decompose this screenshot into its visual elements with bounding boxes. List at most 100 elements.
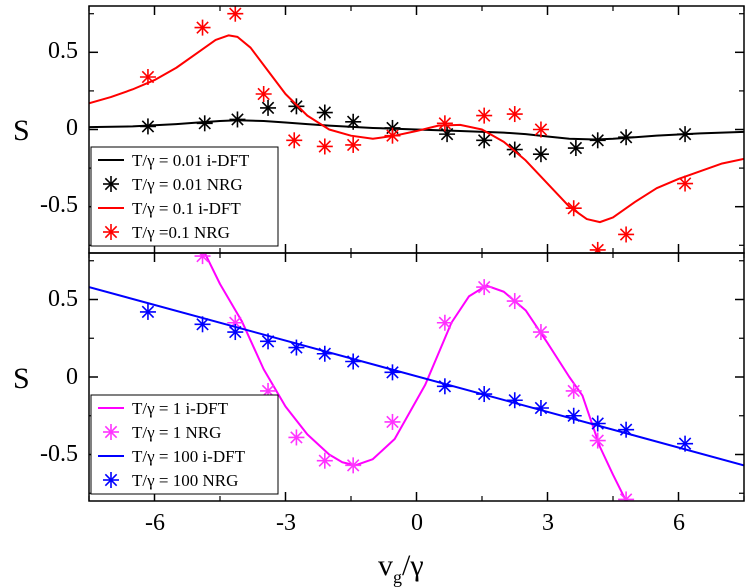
top-data-point bbox=[677, 126, 694, 143]
bottom-data-point bbox=[194, 253, 211, 265]
top-data-point bbox=[139, 118, 156, 135]
bottom-panel: 0.5 0 -0.5 S -6 -3 0 3 6 vg/γ T/γ = 1 i-… bbox=[13, 252, 745, 587]
bottom-data-point bbox=[476, 386, 493, 403]
bottom-ytick-label: 0 bbox=[66, 364, 78, 390]
bottom-data-point bbox=[532, 324, 549, 341]
bottom-data-point bbox=[618, 491, 635, 501]
top-data-point bbox=[260, 99, 277, 116]
top-data-point bbox=[436, 115, 453, 132]
bottom-data-point bbox=[618, 421, 635, 438]
xtick-label: -6 bbox=[145, 510, 165, 536]
bottom-data-point bbox=[139, 303, 156, 320]
top-data-point bbox=[476, 107, 493, 124]
bottom-data-point bbox=[506, 293, 523, 310]
top-data-point bbox=[677, 175, 694, 192]
xtick-label: 3 bbox=[542, 510, 554, 536]
bottom-data-point bbox=[260, 333, 277, 350]
top-data-point bbox=[506, 106, 523, 123]
bottom-data-point bbox=[384, 413, 401, 430]
top-data-point bbox=[345, 136, 362, 153]
legend-marker bbox=[103, 424, 119, 440]
bottom-data-point bbox=[506, 392, 523, 409]
top-data-point bbox=[316, 104, 333, 121]
top-data-point bbox=[589, 132, 606, 149]
top-data-point bbox=[345, 113, 362, 130]
top-data-point bbox=[255, 85, 272, 102]
xlabel-subscript: g bbox=[393, 567, 402, 587]
bottom-data-point bbox=[565, 407, 582, 424]
top-data-point bbox=[384, 127, 401, 144]
top-ylabel: S bbox=[13, 114, 30, 147]
xlabel: vg/γ bbox=[378, 549, 424, 587]
xlabel-rest: /γ bbox=[402, 549, 424, 582]
bottom-data-point bbox=[436, 378, 453, 395]
legend-marker bbox=[103, 472, 119, 488]
legend-label: T/γ = 1 NRG bbox=[132, 423, 221, 442]
bottom-data-point bbox=[532, 400, 549, 416]
top-data-point bbox=[506, 141, 523, 158]
legend-marker-swatch bbox=[103, 472, 119, 488]
bottom-data-point bbox=[345, 457, 362, 474]
legend-marker-swatch bbox=[103, 176, 119, 192]
top-data-point bbox=[476, 132, 493, 149]
legend-label: T/γ = 0.01 i-DFT bbox=[132, 151, 250, 170]
top-plot-area bbox=[89, 6, 744, 253]
xtick-label: -3 bbox=[276, 510, 296, 536]
legend-label: T/γ = 0.01 NRG bbox=[132, 175, 243, 194]
bottom-data-point bbox=[384, 364, 401, 381]
bottom-data-point bbox=[565, 382, 582, 399]
bottom-legend: T/γ = 1 i-DFT T/γ = 1 NRG T/γ = 100 i-DF… bbox=[90, 394, 279, 495]
top-data-point bbox=[139, 69, 156, 86]
bottom-data-point bbox=[194, 316, 211, 333]
legend-label: T/γ =0.1 NRG bbox=[132, 223, 230, 242]
bottom-data-point bbox=[288, 429, 305, 446]
top-ytick-label: -0.5 bbox=[40, 192, 78, 218]
bottom-data-point bbox=[589, 415, 606, 432]
top-data-point bbox=[286, 132, 303, 149]
bottom-data-point bbox=[316, 345, 333, 362]
top-data-point bbox=[618, 129, 635, 146]
legend-marker bbox=[103, 176, 119, 192]
bottom-data-point bbox=[227, 324, 244, 341]
legend-label: T/γ = 1 i-DFT bbox=[132, 399, 229, 418]
xtick-label: 6 bbox=[673, 510, 685, 536]
bottom-data-point bbox=[436, 314, 453, 331]
top-data-point bbox=[227, 6, 244, 22]
legend-marker bbox=[103, 224, 119, 240]
top-data-point bbox=[532, 121, 549, 138]
bottom-data-point bbox=[345, 353, 362, 370]
top-panel: 0.5 0 -0.5 S T/γ = 0.01 i-DFT T/γ = 0.01… bbox=[13, 5, 745, 254]
bottom-plot-area bbox=[89, 253, 744, 501]
top-series-line bbox=[89, 119, 744, 141]
xtick-label: 0 bbox=[411, 510, 423, 536]
top-data-point bbox=[532, 146, 549, 163]
top-data-point bbox=[618, 226, 635, 243]
bottom-data-point bbox=[316, 452, 333, 469]
top-data-point bbox=[316, 138, 333, 155]
top-data-point bbox=[288, 98, 305, 115]
top-series-line bbox=[89, 34, 744, 224]
top-data-point bbox=[589, 241, 606, 253]
legend-marker-swatch bbox=[103, 224, 119, 240]
bottom-data-point bbox=[589, 432, 606, 449]
top-data-point bbox=[439, 126, 456, 143]
legend-label: T/γ = 100 i-DFT bbox=[132, 447, 246, 466]
xlabel-main: v bbox=[378, 549, 393, 582]
top-ytick-label: 0.5 bbox=[48, 38, 78, 64]
top-legend: T/γ = 0.01 i-DFT T/γ = 0.01 NRG T/γ = 0.… bbox=[90, 146, 279, 247]
top-data-point bbox=[196, 115, 213, 132]
top-ytick-label: 0 bbox=[66, 115, 78, 141]
legend-label: T/γ = 100 NRG bbox=[132, 471, 238, 490]
bottom-series-line bbox=[203, 253, 627, 501]
top-data-point bbox=[229, 111, 246, 128]
legend-marker-swatch bbox=[103, 424, 119, 440]
bottom-data-point bbox=[288, 339, 305, 356]
bottom-ytick-label: -0.5 bbox=[40, 441, 78, 467]
top-data-point bbox=[194, 19, 211, 36]
bottom-data-point bbox=[677, 435, 694, 452]
legend-label: T/γ = 0.1 i-DFT bbox=[132, 199, 241, 218]
top-data-point bbox=[565, 200, 582, 217]
bottom-ylabel: S bbox=[13, 362, 30, 395]
top-data-point bbox=[567, 140, 584, 157]
